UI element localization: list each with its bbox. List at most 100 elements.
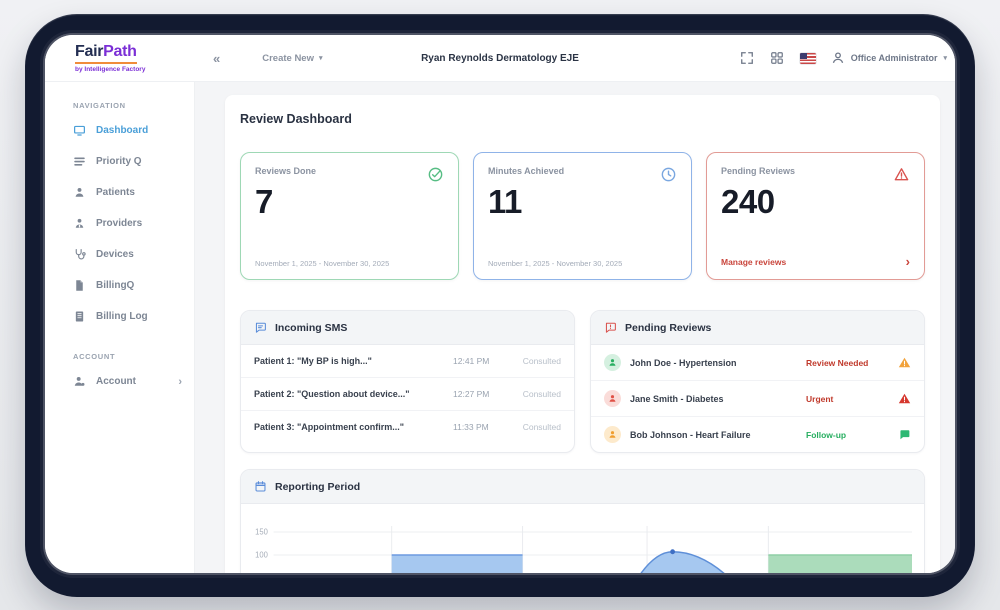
user-menu[interactable]: Office Administrator ▾	[831, 51, 947, 65]
stethoscope-icon	[73, 248, 86, 261]
chat-alert-icon	[604, 321, 617, 334]
sidebar-item-dashboard[interactable]: Dashboard	[45, 115, 194, 146]
stat-value: 240	[721, 183, 775, 220]
apps-grid-icon[interactable]	[770, 51, 785, 66]
invoice-icon	[73, 279, 86, 292]
chevron-down-icon: ▾	[318, 55, 323, 62]
reporting-period-panel: Reporting Period 15010050	[240, 469, 925, 573]
sidebar-item-account[interactable]: Account ›	[45, 366, 194, 397]
pending-review-row[interactable]: Bob Johnson - Heart Failure Follow-up	[591, 417, 924, 452]
sidebar-item-devices[interactable]: Devices	[45, 239, 194, 270]
sidebar-item-patients[interactable]: Patients	[45, 177, 194, 208]
sidebar-item-billingq[interactable]: BillingQ	[45, 270, 194, 301]
stat-value: 11	[488, 183, 522, 220]
sms-status: Consulted	[522, 356, 561, 366]
svg-text:150: 150	[255, 527, 268, 536]
middle-panels-row: Incoming SMS Patient 1: "My BP is high..…	[240, 310, 925, 453]
sidebar-item-label: Priority Q	[96, 156, 142, 167]
sms-status: Consulted	[522, 389, 561, 399]
us-flag-icon[interactable]	[799, 52, 816, 64]
account-section-label: ACCOUNT	[73, 352, 116, 361]
stat-date-range: November 1, 2025 - November 30, 2025	[255, 259, 390, 268]
sidebar-item-providers[interactable]: Providers	[45, 208, 194, 239]
ledger-icon	[73, 310, 86, 323]
sms-status: Consulted	[522, 422, 561, 432]
logo-tagline: by Intelligence Factory	[75, 66, 146, 73]
chat-bubble-icon	[254, 321, 267, 334]
create-new-button[interactable]: Create New ▾	[262, 53, 322, 64]
provider-icon	[73, 217, 86, 230]
review-status: Review Needed	[806, 357, 869, 368]
sidebar-item-label: Billing Log	[96, 311, 148, 322]
app-body: NAVIGATION Dashboard Priority Q Patients…	[45, 81, 955, 573]
avatar	[604, 390, 621, 407]
sidebar-item-label: Devices	[96, 249, 134, 260]
review-dashboard-panel: Review Dashboard Reviews Done 7 Novem	[225, 95, 940, 573]
pending-review-row[interactable]: John Doe - Hypertension Review Needed	[591, 345, 924, 381]
panel-title: Pending Reviews	[625, 321, 712, 334]
patient-icon	[73, 186, 86, 199]
sidebar-item-priority-q[interactable]: Priority Q	[45, 146, 194, 177]
manage-reviews-link[interactable]: Manage reviews	[721, 256, 787, 267]
sms-message: Patient 3: "Appointment confirm..."	[254, 422, 405, 432]
sms-message: Patient 1: "My BP is high..."	[254, 356, 372, 366]
review-status: Urgent	[806, 393, 834, 404]
avatar	[604, 426, 621, 443]
sms-row[interactable]: Patient 3: "Appointment confirm..." 11:3…	[241, 411, 574, 443]
monitor-icon	[73, 124, 86, 137]
minutes-achieved-card[interactable]: Minutes Achieved 11 November 1, 2025 - N…	[473, 152, 692, 280]
sms-time: 11:33 PM	[453, 422, 489, 432]
sidebar-item-label: BillingQ	[96, 280, 135, 291]
reviews-done-card[interactable]: Reviews Done 7 November 1, 2025 - Novemb…	[240, 152, 459, 280]
patient-condition-label: Bob Johnson - Heart Failure	[630, 429, 751, 440]
pending-review-row[interactable]: Jane Smith - Diabetes Urgent	[591, 381, 924, 417]
chevron-right-icon: ›	[178, 375, 182, 388]
patient-condition-label: John Doe - Hypertension	[630, 357, 737, 368]
sms-row[interactable]: Patient 1: "My BP is high..." 12:41 PM C…	[241, 345, 574, 378]
sidebar-item-label: Dashboard	[96, 125, 149, 136]
warning-triangle-icon	[897, 392, 911, 406]
practice-title: Ryan Reynolds Dermatology EJE	[421, 52, 579, 64]
warning-triangle-icon	[897, 356, 911, 370]
app-screen: FairPath by Intelligence Factory « Creat…	[45, 35, 955, 573]
reporting-period-chart: 15010050	[255, 526, 912, 573]
fullscreen-icon[interactable]	[740, 51, 755, 66]
collapse-sidebar-icon[interactable]: «	[213, 50, 221, 66]
stat-date-range: November 1, 2025 - November 30, 2025	[488, 259, 623, 268]
stat-label: Reviews Done	[255, 166, 317, 176]
nav-section-label: NAVIGATION	[73, 101, 126, 110]
create-new-label: Create New	[262, 52, 314, 64]
stat-value: 7	[255, 183, 273, 220]
alert-triangle-icon	[893, 166, 910, 183]
sidebar-item-label: Account	[96, 376, 136, 387]
user-icon	[832, 52, 843, 64]
main-content: Review Dashboard Reviews Done 7 Novem	[195, 81, 955, 573]
chevron-right-icon[interactable]: ›	[905, 254, 910, 269]
stat-label: Pending Reviews	[721, 166, 796, 176]
stat-label: Minutes Achieved	[488, 166, 565, 176]
avatar	[604, 354, 621, 371]
account-icon	[73, 375, 86, 388]
stat-cards-row: Reviews Done 7 November 1, 2025 - Novemb…	[240, 152, 925, 280]
pending-reviews-panel: Pending Reviews John Doe - Hypertension …	[590, 310, 925, 453]
sidebar: NAVIGATION Dashboard Priority Q Patients…	[45, 81, 195, 573]
pending-reviews-card[interactable]: Pending Reviews 240 Manage reviews ›	[706, 152, 925, 280]
panel-title: Incoming SMS	[275, 321, 348, 334]
check-circle-icon	[427, 166, 444, 183]
sidebar-item-label: Patients	[96, 187, 135, 198]
tablet-frame: FairPath by Intelligence Factory « Creat…	[25, 14, 975, 597]
logo-text-secondary: Path	[103, 43, 137, 60]
user-role-label: Office Administrator	[850, 53, 938, 63]
sidebar-item-billing-log[interactable]: Billing Log	[45, 301, 194, 332]
chat-filled-icon	[897, 428, 911, 442]
chevron-down-icon: ▾	[943, 55, 947, 62]
chart-body: 15010050	[241, 504, 924, 573]
app-header: FairPath by Intelligence Factory « Creat…	[45, 35, 955, 81]
review-status: Follow-up	[806, 429, 847, 440]
sms-time: 12:41 PM	[453, 356, 490, 366]
calendar-icon	[254, 480, 267, 493]
sms-row[interactable]: Patient 2: "Question about device..." 12…	[241, 378, 574, 411]
panel-title: Reporting Period	[275, 480, 361, 493]
logo[interactable]: FairPath by Intelligence Factory	[45, 43, 195, 73]
page-title: Review Dashboard	[240, 112, 352, 126]
